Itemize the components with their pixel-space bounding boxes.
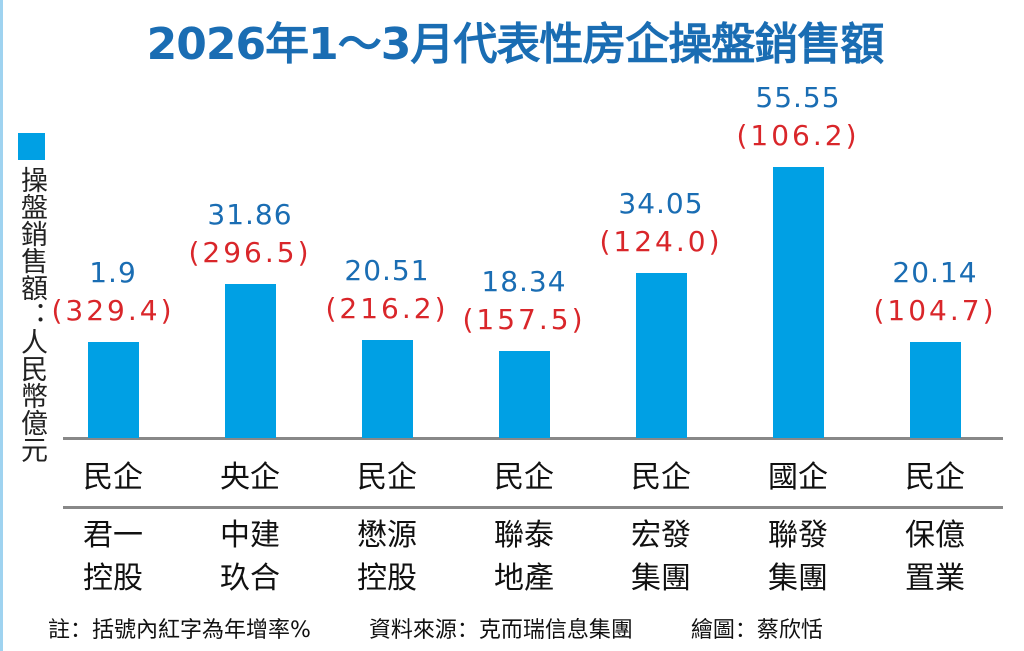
company-name: 中建 玖合: [185, 514, 315, 600]
company-name-line: 玖合: [220, 561, 280, 596]
company-name: 保億 置業: [870, 514, 1000, 600]
value-label: 31.86: [207, 198, 293, 231]
company-name-line: 宏發: [631, 518, 691, 553]
growth-label: (104.7): [873, 294, 997, 327]
ownership-label: 民企: [631, 460, 691, 495]
company-name-line: 懋源: [357, 518, 417, 553]
company-name-line: 中建: [220, 518, 280, 553]
value-label: 1.9: [89, 256, 137, 289]
company-name: 懋源 控股: [322, 514, 452, 600]
footer-note: 註：括號內紅字為年增率%: [48, 618, 311, 643]
bar-0: [88, 342, 139, 438]
company-name-line: 保億: [905, 518, 965, 553]
bar-6: [910, 342, 961, 438]
bar-4: [636, 273, 687, 438]
company-name-line: 控股: [83, 561, 143, 596]
value-label: 20.51: [344, 254, 430, 287]
chart-title: 2026年1～3月代表性房企操盤銷售額: [146, 19, 885, 70]
ownership-label: 國企: [768, 460, 828, 495]
ownership-label: 央企: [220, 460, 280, 495]
growth-label: (124.0): [599, 225, 723, 258]
value-label: 20.14: [892, 256, 978, 289]
company-name-line: 置業: [905, 561, 965, 596]
company-name-line: 地產: [494, 561, 554, 596]
ownership-label: 民企: [494, 460, 554, 495]
company-name-line: 集團: [768, 561, 828, 596]
divider-line: [63, 506, 1003, 509]
legend-swatch: [18, 133, 45, 160]
company-name-line: 君一: [83, 518, 143, 553]
bar-5: [773, 167, 824, 438]
company-name-line: 聯發: [768, 518, 828, 553]
value-label: 55.55: [755, 81, 841, 114]
growth-label: (329.4): [51, 294, 175, 327]
bar-3: [499, 351, 550, 438]
growth-label: (296.5): [188, 236, 312, 269]
growth-label: (157.5): [462, 303, 586, 336]
company-name-line: 控股: [357, 561, 417, 596]
company-name-line: 集團: [631, 561, 691, 596]
company-name: 聯泰 地產: [459, 514, 589, 600]
footer-source: 資料來源：克而瑞信息集團: [368, 618, 633, 643]
ownership-label: 民企: [905, 460, 965, 495]
bar-1: [225, 284, 276, 438]
growth-label: (216.2): [325, 292, 449, 325]
company-name: 君一 控股: [48, 514, 178, 600]
ownership-label: 民企: [83, 460, 143, 495]
company-name: 聯發 集團: [733, 514, 863, 600]
company-name-line: 聯泰: [494, 518, 554, 553]
footer: 註：括號內紅字為年增率% 資料來源：克而瑞信息集團 繪圖：蔡欣恬: [48, 612, 881, 644]
footer-credit: 繪圖：蔡欣恬: [690, 618, 823, 643]
y-axis-label: 操盤銷售額：人民幣億元: [16, 166, 47, 463]
value-label: 18.34: [481, 265, 567, 298]
growth-label: (106.2): [736, 119, 860, 152]
value-label: 34.05: [618, 187, 704, 220]
bar-2: [362, 340, 413, 438]
ownership-label: 民企: [357, 460, 417, 495]
company-name: 宏發 集團: [596, 514, 726, 600]
baseline: [63, 437, 1003, 440]
